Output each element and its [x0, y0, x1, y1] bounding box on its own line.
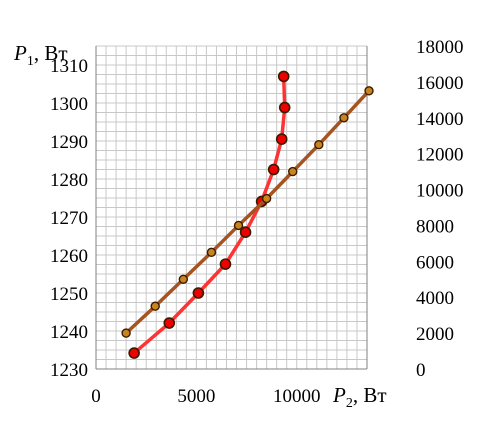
series-2-point: [178, 274, 189, 284]
series-2-point: [206, 247, 217, 258]
x-tick-label: 0: [91, 386, 101, 407]
y-left-tick-label: 1260: [50, 246, 88, 267]
y-right-tick-label: 8000: [416, 216, 454, 237]
tick-labels: 1230 1240 1250 1260 1270 1280 1290 1300 1310 0 200…: [50, 37, 464, 407]
y-right-tick-label: 2000: [416, 324, 454, 345]
series-2-point: [233, 220, 244, 231]
series-2-point: [150, 301, 160, 311]
y-left-tick-label: 1300: [50, 94, 88, 115]
series-2-point: [288, 166, 298, 177]
series-1-point: [275, 133, 288, 145]
series-2-point: [364, 86, 374, 96]
series-1-point: [277, 70, 290, 83]
series-1-point: [128, 347, 140, 359]
x-tick-label: 10000: [273, 386, 321, 407]
y-left-tick-label: 1270: [50, 208, 88, 229]
series-2-point: [261, 193, 272, 204]
series-2-point: [121, 328, 131, 338]
y-right-tick-label: 14000: [416, 109, 464, 130]
series-1-point: [278, 101, 291, 114]
y-right-tick-label: 16000: [416, 73, 464, 94]
y-left-tick-label: 1310: [50, 56, 88, 77]
axes: [95, 46, 368, 370]
x-tick-label: 5000: [177, 386, 215, 407]
y-right-tick-label: 4000: [416, 288, 454, 309]
y-right-tick-label: 18000: [416, 37, 464, 58]
y-left-tick-label: 1240: [50, 322, 88, 343]
series-2-point: [314, 139, 324, 150]
series-1-point: [219, 258, 232, 270]
series-line-2: [124, 89, 371, 335]
y-left-tick-label: 1280: [50, 170, 88, 191]
series-1-point: [163, 317, 176, 329]
series-1-point: [192, 287, 205, 299]
y-left-tick-label: 1250: [50, 284, 88, 305]
series-1-point: [239, 226, 252, 238]
y-right-tick-label: 0: [416, 360, 426, 381]
series-2-point: [339, 113, 349, 123]
grid: [95, 45, 368, 370]
series-line-1: [132, 74, 287, 355]
series-layer: [121, 70, 374, 359]
x-axis-title: P2, Вт: [332, 383, 387, 411]
y-left-tick-label: 1230: [50, 360, 88, 381]
series-1-point: [267, 163, 280, 176]
y-right-tick-label: 12000: [416, 145, 464, 166]
y-right-tick-label: 10000: [416, 181, 464, 202]
y-left-tick-label: 1290: [50, 132, 88, 153]
y-axis-title: P1, Вт: [13, 41, 68, 69]
y-right-tick-label: 6000: [416, 252, 454, 273]
